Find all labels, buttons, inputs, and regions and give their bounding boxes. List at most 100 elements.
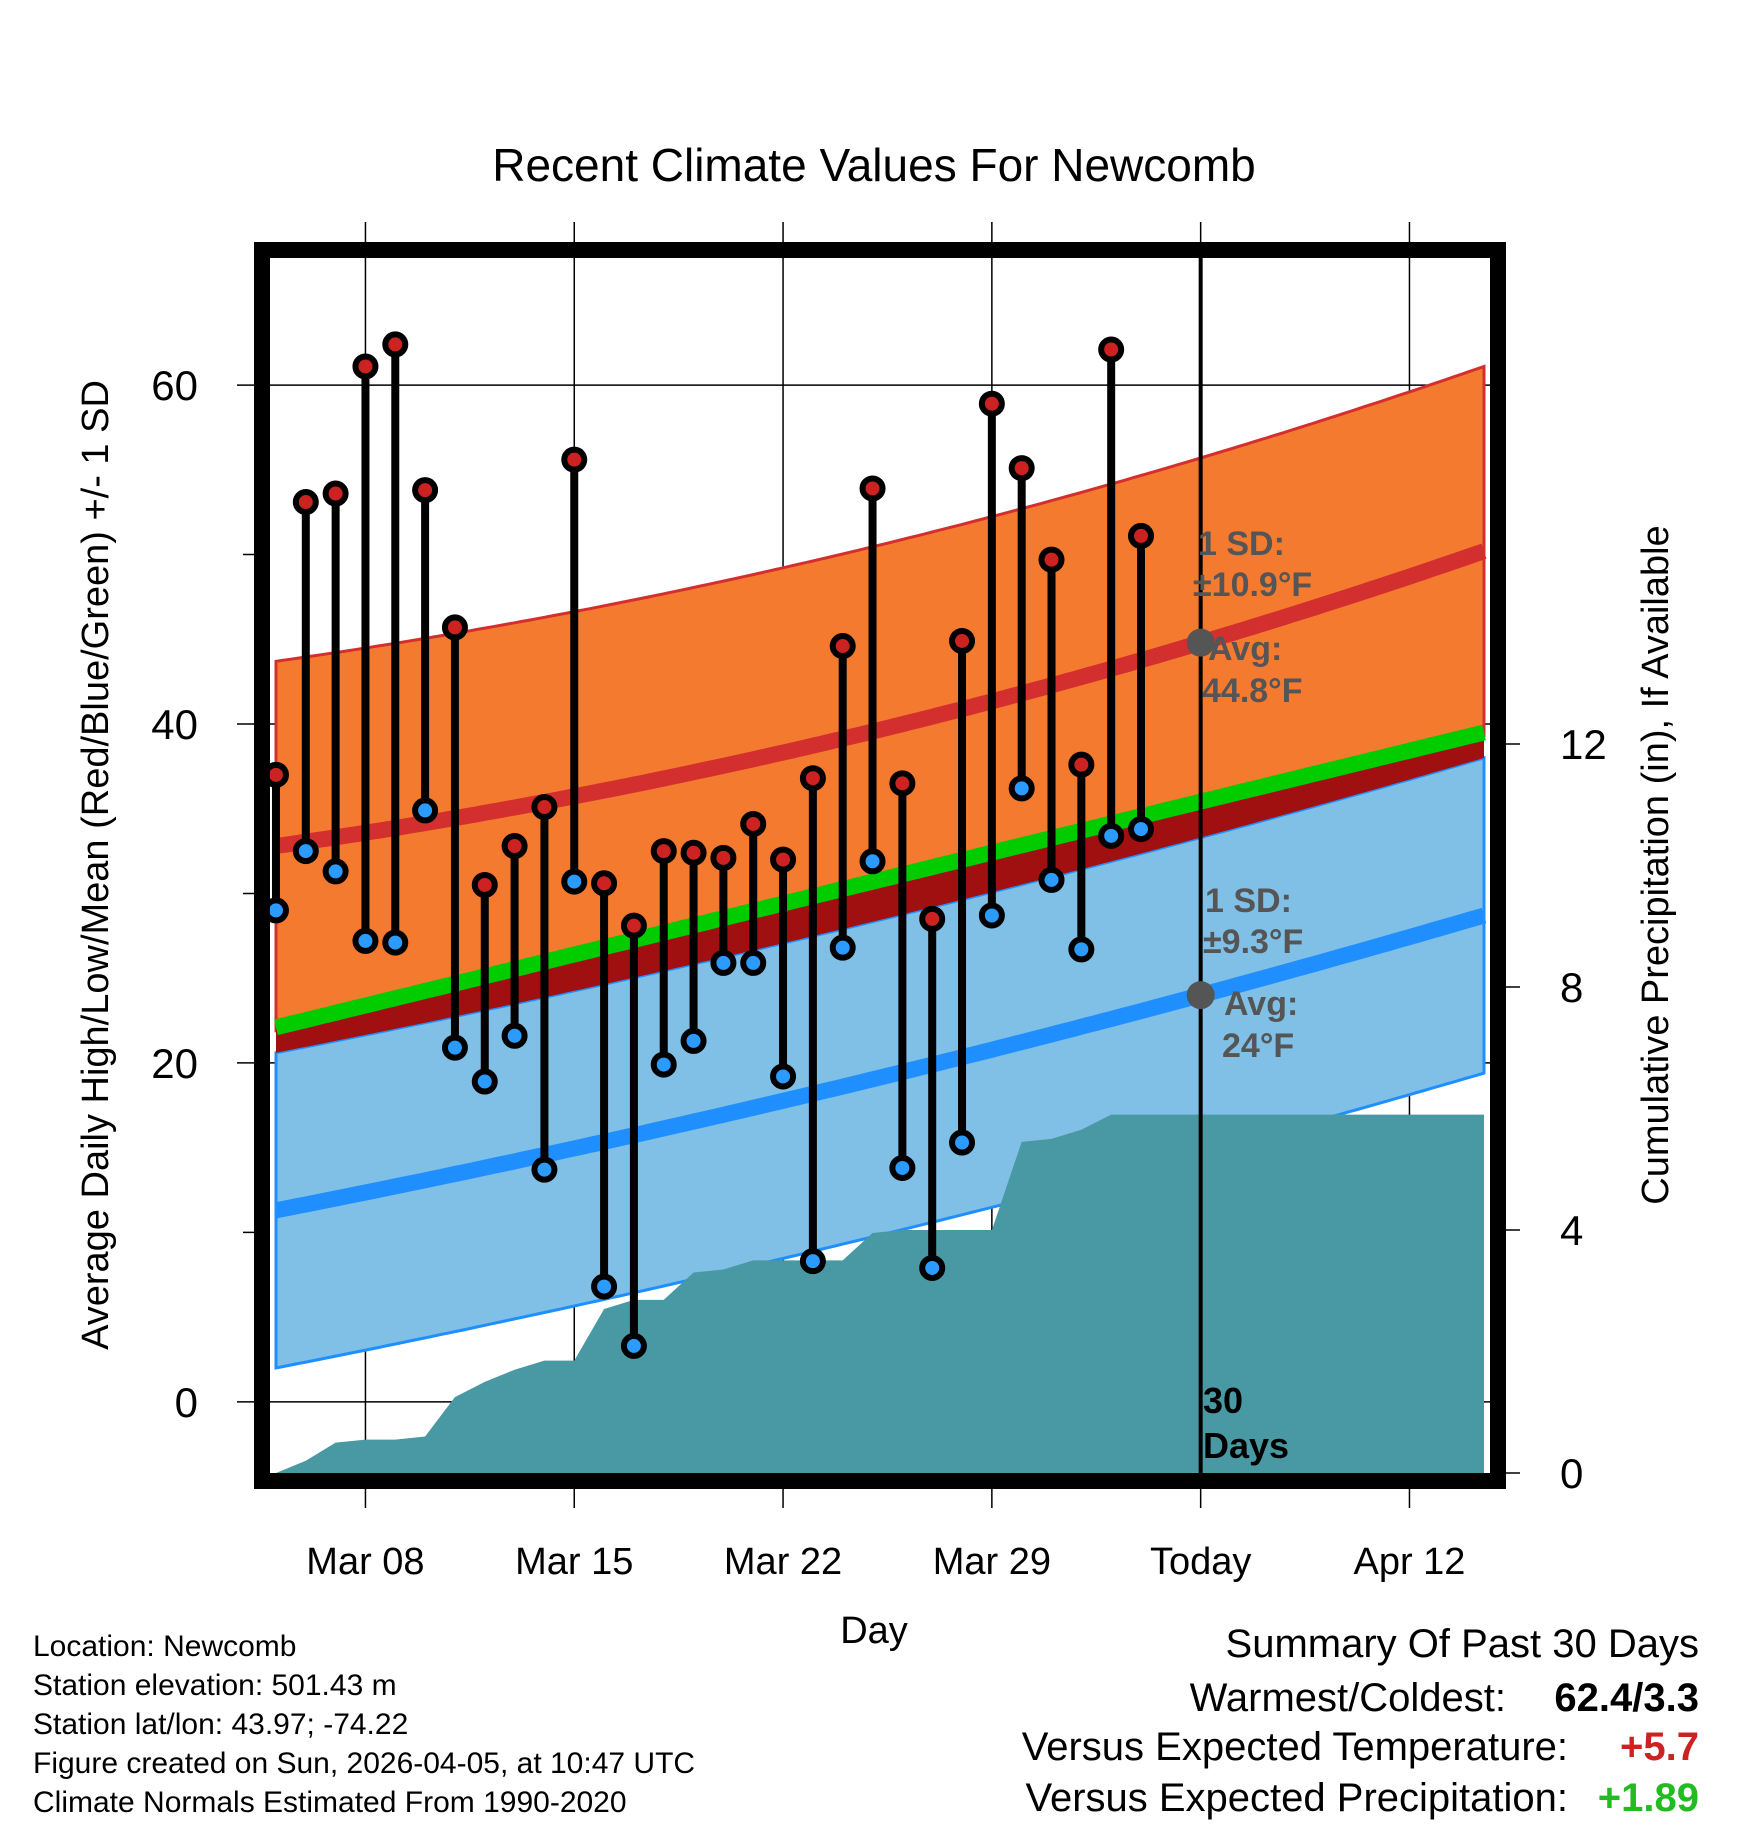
y-axis-right-ticks: 0 4 8 12 bbox=[1498, 721, 1607, 1497]
obs-high-point bbox=[770, 846, 797, 873]
annotation-high-avg-label: Avg: bbox=[1208, 630, 1282, 668]
x-tick-label: Mar 15 bbox=[515, 1541, 633, 1583]
x-axis-ticks: Mar 08 Mar 15 Mar 22 Mar 29 Today Apr 12 bbox=[306, 1481, 1465, 1583]
footer-created: Figure created on Sun, 2026-04-05, at 10… bbox=[33, 1747, 696, 1780]
normal-high-line bbox=[274, 543, 1487, 854]
normal-mean-line bbox=[274, 724, 1486, 1036]
y-tick-label-right: 8 bbox=[1560, 964, 1583, 1011]
obs-high-point bbox=[829, 633, 856, 660]
obs-high-point bbox=[591, 870, 618, 897]
annotation-low-avg-label: Avg: bbox=[1224, 985, 1298, 1023]
obs-low-point bbox=[441, 1034, 468, 1061]
obs-low-point bbox=[710, 949, 737, 976]
x-tick-label: Mar 29 bbox=[933, 1541, 1051, 1583]
period-label: 30 Days bbox=[1203, 1380, 1289, 1466]
obs-high-point bbox=[680, 839, 707, 866]
annotation-low-sd-label: 1 SD: bbox=[1205, 882, 1292, 920]
y-tick-label-left: 40 bbox=[151, 701, 198, 748]
obs-high-point bbox=[740, 810, 767, 837]
y-axis-right-label: Cumulative Precipitation (in), If Availa… bbox=[1635, 525, 1677, 1204]
obs-high-point bbox=[561, 446, 588, 473]
y-tick-label-right: 4 bbox=[1560, 1207, 1583, 1254]
obs-low-point bbox=[561, 868, 588, 895]
obs-high-point bbox=[1128, 522, 1155, 549]
summary-precip-label: Versus Expected Precipitation: bbox=[1025, 1776, 1568, 1820]
today-high-avg-marker bbox=[1186, 628, 1215, 657]
obs-low-point bbox=[1068, 936, 1095, 963]
obs-high-point bbox=[1038, 546, 1065, 573]
summary-precip-value: +1.89 bbox=[1597, 1776, 1699, 1820]
obs-low-point bbox=[829, 934, 856, 961]
summary-warmest-coldest-value: 62.4/3.3 bbox=[1554, 1676, 1699, 1720]
obs-low-point bbox=[650, 1051, 677, 1078]
period-label-number: 30 bbox=[1203, 1380, 1243, 1421]
obs-low-point bbox=[531, 1156, 558, 1183]
obs-low-point bbox=[1038, 866, 1065, 893]
y-axis-left-label: Average Daily High/Low/Mean (Red/Blue/Gr… bbox=[75, 380, 117, 1350]
y-tick-label-left: 20 bbox=[151, 1040, 198, 1087]
obs-low-point bbox=[1098, 822, 1125, 849]
obs-low-point bbox=[471, 1068, 498, 1095]
obs-low-point bbox=[919, 1254, 946, 1281]
low-sd-band bbox=[274, 755, 1486, 1370]
obs-low-point bbox=[501, 1022, 528, 1049]
normal-low-line bbox=[274, 907, 1487, 1219]
obs-low-point bbox=[292, 838, 319, 865]
obs-high-point bbox=[919, 905, 946, 932]
obs-low-point bbox=[352, 927, 379, 954]
annotation-high-avg-value: 44.8°F bbox=[1202, 672, 1303, 710]
y-tick-label-right: 0 bbox=[1560, 1450, 1583, 1497]
summary-title: Summary Of Past 30 Days bbox=[1225, 1622, 1699, 1666]
obs-high-point bbox=[620, 912, 647, 939]
obs-low-point bbox=[740, 949, 767, 976]
footer-normals: Climate Normals Estimated From 1990-2020 bbox=[33, 1786, 627, 1819]
y-tick-label-left: 60 bbox=[151, 362, 198, 409]
precip-area bbox=[276, 1114, 1484, 1473]
chart-title: Recent Climate Values For Newcomb bbox=[492, 139, 1256, 191]
obs-high-point bbox=[889, 770, 916, 797]
obs-high-point bbox=[710, 844, 737, 871]
obs-high-point bbox=[352, 353, 379, 380]
obs-low-point bbox=[1008, 775, 1035, 802]
annotation-low-avg-value: 24°F bbox=[1222, 1027, 1294, 1065]
annotation-high-sd-label: 1 SD: bbox=[1198, 525, 1285, 563]
obs-low-point bbox=[889, 1154, 916, 1181]
annotation-high-sd-value: ±10.9°F bbox=[1193, 566, 1312, 604]
obs-low-point bbox=[620, 1332, 647, 1359]
footer-latlon: Station lat/lon: 43.97; -74.22 bbox=[33, 1708, 409, 1741]
obs-low-point bbox=[799, 1248, 826, 1275]
obs-low-point bbox=[591, 1273, 618, 1300]
obs-low-point bbox=[770, 1063, 797, 1090]
footer-location: Location: Newcomb bbox=[33, 1630, 297, 1663]
summary-temp-value: +5.7 bbox=[1620, 1725, 1699, 1769]
x-tick-label: Today bbox=[1150, 1541, 1251, 1583]
plot-frame bbox=[254, 242, 1506, 1489]
obs-low-point bbox=[949, 1129, 976, 1156]
obs-high-point bbox=[471, 871, 498, 898]
annotation-low-sd-value: ±9.3°F bbox=[1203, 923, 1303, 961]
obs-high-point bbox=[531, 794, 558, 821]
period-label-unit: Days bbox=[1203, 1425, 1289, 1466]
summary-temp-label: Versus Expected Temperature: bbox=[1021, 1725, 1568, 1769]
obs-high-point bbox=[501, 833, 528, 860]
obs-high-point bbox=[322, 480, 349, 507]
obs-high-point bbox=[382, 331, 409, 358]
obs-high-point bbox=[412, 477, 439, 504]
obs-low-point bbox=[1128, 816, 1155, 843]
obs-low-point bbox=[680, 1027, 707, 1054]
obs-high-point bbox=[859, 475, 886, 502]
summary-warmest-coldest-label: Warmest/Coldest: bbox=[1189, 1676, 1506, 1720]
obs-high-point bbox=[799, 765, 826, 792]
x-tick-label: Apr 12 bbox=[1353, 1541, 1465, 1583]
x-tick-label: Mar 22 bbox=[724, 1541, 842, 1583]
y-axis-left-ticks: 0 20 40 60 bbox=[151, 362, 262, 1426]
obs-high-point bbox=[292, 489, 319, 516]
obs-low-point bbox=[859, 848, 886, 875]
obs-low-point bbox=[382, 929, 409, 956]
obs-high-point bbox=[650, 838, 677, 865]
obs-high-point bbox=[978, 390, 1005, 417]
observations bbox=[262, 331, 1155, 1359]
x-axis-label: Day bbox=[840, 1610, 908, 1652]
y-tick-label-left: 0 bbox=[175, 1379, 198, 1426]
